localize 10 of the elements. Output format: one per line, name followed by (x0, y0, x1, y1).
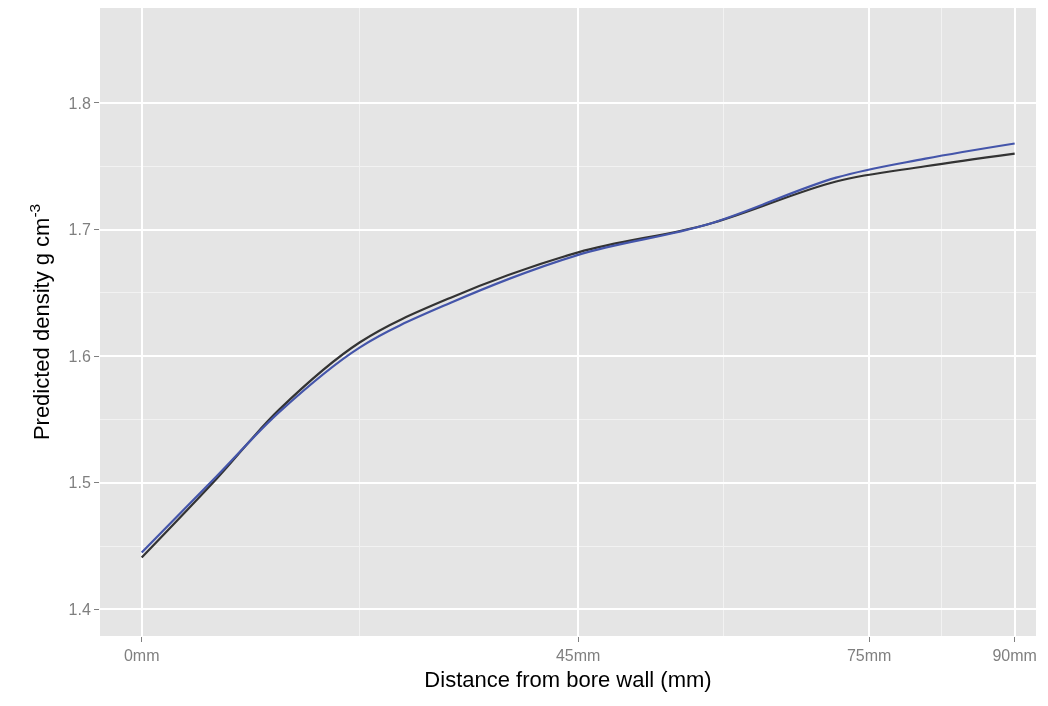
y-tick-label: 1.6 (68, 347, 91, 365)
x-axis-title: Distance from bore wall (mm) (424, 667, 712, 693)
x-tick-label: 75mm (846, 647, 892, 665)
x-tick-label: 90mm (992, 647, 1037, 665)
x-tick-label: 45mm (555, 647, 601, 665)
y-tick-label: 1.5 (68, 474, 91, 492)
y-tick-label: 1.7 (68, 221, 91, 239)
y-tick-label: 1.8 (68, 94, 91, 112)
y-tick-label: 1.4 (68, 601, 91, 619)
x-tick-label: 0mm (123, 647, 160, 665)
